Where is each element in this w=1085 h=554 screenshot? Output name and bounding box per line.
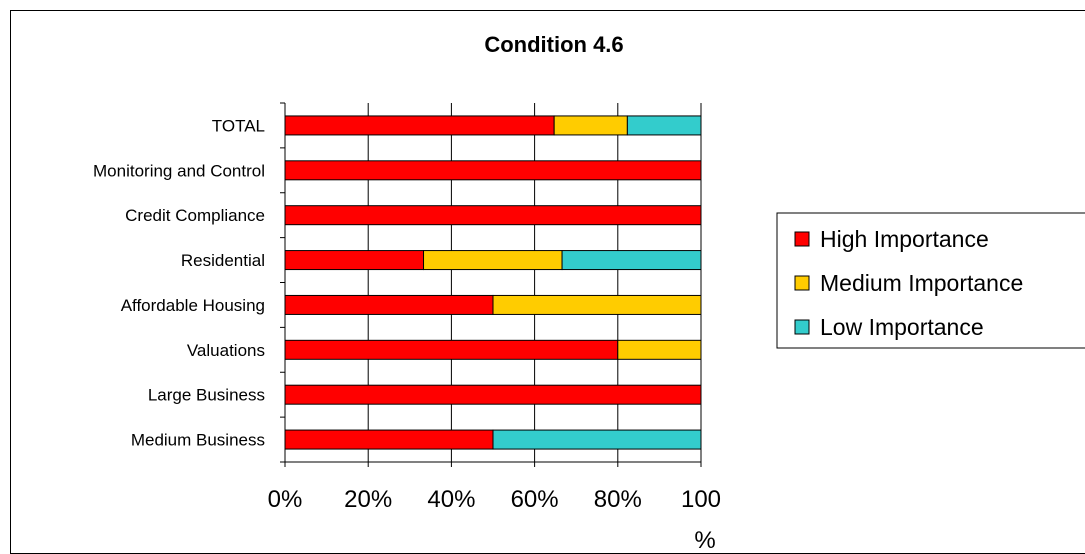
bar-segment	[284, 429, 494, 450]
legend: High Importance Medium Importance Low Impo…	[776, 212, 1085, 349]
x-tick-label: 40%	[427, 486, 475, 513]
category-label: Residential	[181, 251, 265, 270]
bar-segment	[492, 294, 702, 315]
legend-label: Low Importance	[820, 314, 984, 340]
x-tick-label: %	[694, 527, 715, 554]
x-tick-label: 100	[681, 486, 721, 513]
chart-title: Condition 4.6	[484, 32, 623, 57]
bar-segment	[492, 429, 702, 450]
bar-segment	[553, 115, 628, 136]
legend-swatch	[794, 275, 810, 291]
bar-segment	[284, 339, 619, 360]
bar-segment	[284, 294, 494, 315]
bar-segment	[561, 250, 702, 271]
bar-segment	[284, 205, 702, 226]
bar-segment	[284, 250, 425, 271]
legend-swatch	[794, 319, 810, 335]
category-label: Valuations	[187, 341, 265, 360]
category-label: Affordable Housing	[121, 296, 265, 315]
legend-label: High Importance	[820, 226, 989, 252]
category-label: Monitoring and Control	[93, 161, 265, 180]
bar-segment	[284, 160, 702, 181]
x-tick-label: 0%	[268, 486, 303, 513]
x-tick-label: 80%	[594, 486, 642, 513]
category-label: Credit Compliance	[125, 206, 265, 225]
category-label: Large Business	[148, 386, 265, 405]
bar-segment	[617, 339, 702, 360]
x-tick-label: 60%	[511, 486, 559, 513]
plot-area: TOTAL Monitoring and Control Credit Compli…	[93, 102, 721, 554]
bar-segment	[626, 115, 702, 136]
x-tick-label: 20%	[344, 486, 392, 513]
legend-label: Medium Importance	[820, 270, 1023, 296]
bar-segment	[423, 250, 563, 271]
bar-segment	[284, 384, 702, 405]
category-label: TOTAL	[212, 116, 265, 135]
category-label: Medium Business	[131, 431, 265, 450]
bar-segment	[284, 115, 555, 136]
legend-swatch	[794, 231, 810, 247]
legend-box	[776, 212, 1085, 349]
